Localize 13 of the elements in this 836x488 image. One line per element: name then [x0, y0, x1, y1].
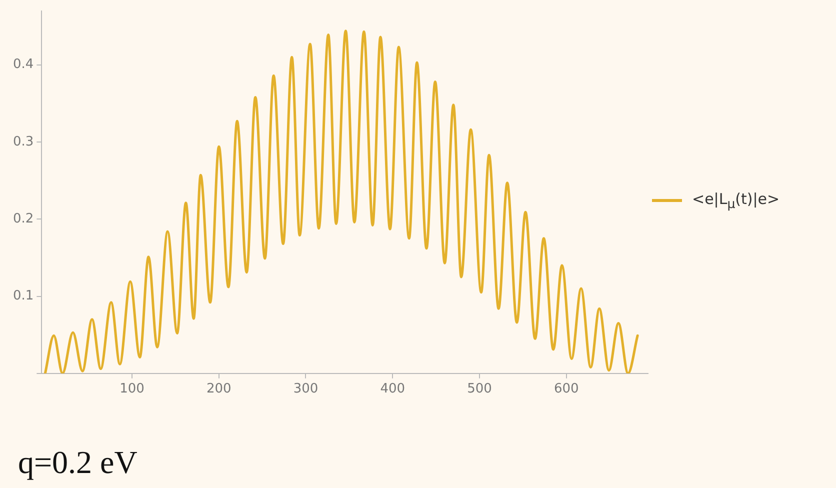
y-tick-label: 0.1 [12, 288, 34, 304]
x-tick-label: 400 [380, 382, 406, 397]
text: q=0.2 eV [18, 444, 138, 480]
x-tick-label: 200 [206, 382, 232, 397]
line-series [44, 30, 639, 374]
y-tick-label: 0.3 [12, 134, 34, 150]
x-tick-label: 100 [120, 382, 144, 397]
y-tick-label: 0.4 [12, 57, 34, 72]
x-tick-label: 500 [467, 382, 492, 397]
x-tick-label: 600 [554, 382, 579, 397]
legend-label: <e|L$_{μ}$(t)|e> [692, 190, 780, 211]
y-tick-label: 0.2 [12, 211, 34, 226]
x-tick-label: 300 [293, 382, 318, 397]
